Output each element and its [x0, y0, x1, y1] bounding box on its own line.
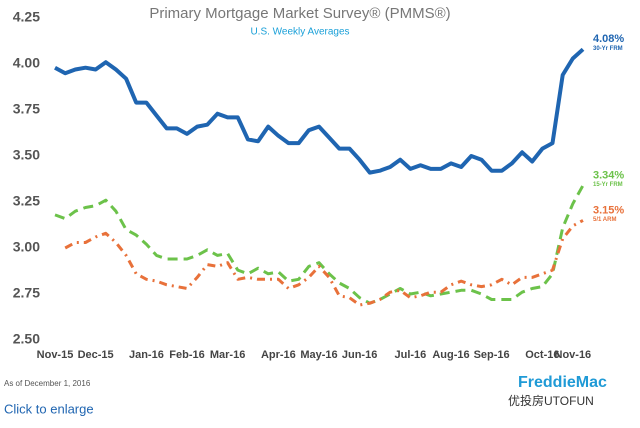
x-tick-label: Feb-16	[169, 349, 204, 361]
watermark: 优投房UTOFUN	[508, 393, 594, 408]
x-tick-label: Dec-15	[78, 349, 114, 361]
x-tick-label: Oct-16	[525, 349, 559, 361]
x-tick-label: Apr-16	[261, 349, 296, 361]
x-tick-label: Nov-16	[555, 349, 592, 361]
y-tick-label: 3.25	[13, 193, 40, 209]
series-name: 30-Yr FRM	[593, 46, 623, 52]
x-tick-label: Sep-16	[474, 349, 510, 361]
chart-title: Primary Mortgage Market Survey® (PMMS®)	[149, 5, 450, 22]
x-tick-label: Mar-16	[210, 349, 245, 361]
y-tick-label: 2.75	[13, 285, 40, 301]
series-name: 5/1 ARM	[593, 217, 616, 223]
x-tick-label: May-16	[300, 349, 337, 361]
end-label: 3.15%	[593, 204, 624, 216]
x-tick-label: Aug-16	[432, 349, 469, 361]
x-tick-label: Jan-16	[129, 349, 164, 361]
note: As of December 1, 2016	[4, 379, 91, 388]
y-tick-label: 2.50	[13, 331, 40, 347]
series-name: 15-Yr FRM	[593, 182, 623, 188]
y-tick-label: 3.00	[13, 239, 40, 255]
series-line	[54, 184, 585, 305]
x-tick-label: Jun-16	[342, 349, 377, 361]
x-tick-label: Jul-16	[394, 349, 426, 361]
end-label: 4.08%	[593, 33, 624, 45]
y-tick-label: 4.25	[13, 9, 40, 25]
series-line	[54, 47, 585, 175]
enlarge-link[interactable]: Click to enlarge	[4, 401, 94, 416]
y-tick-label: 4.00	[13, 55, 40, 71]
series-line	[64, 219, 584, 307]
y-tick-label: 3.75	[13, 101, 40, 117]
chart-subtitle: U.S. Weekly Averages	[250, 27, 349, 38]
end-label: 3.34%	[593, 169, 624, 181]
y-tick-label: 3.50	[13, 147, 40, 163]
x-tick-label: Nov-15	[37, 349, 74, 361]
logo: FreddieMac	[518, 374, 607, 391]
